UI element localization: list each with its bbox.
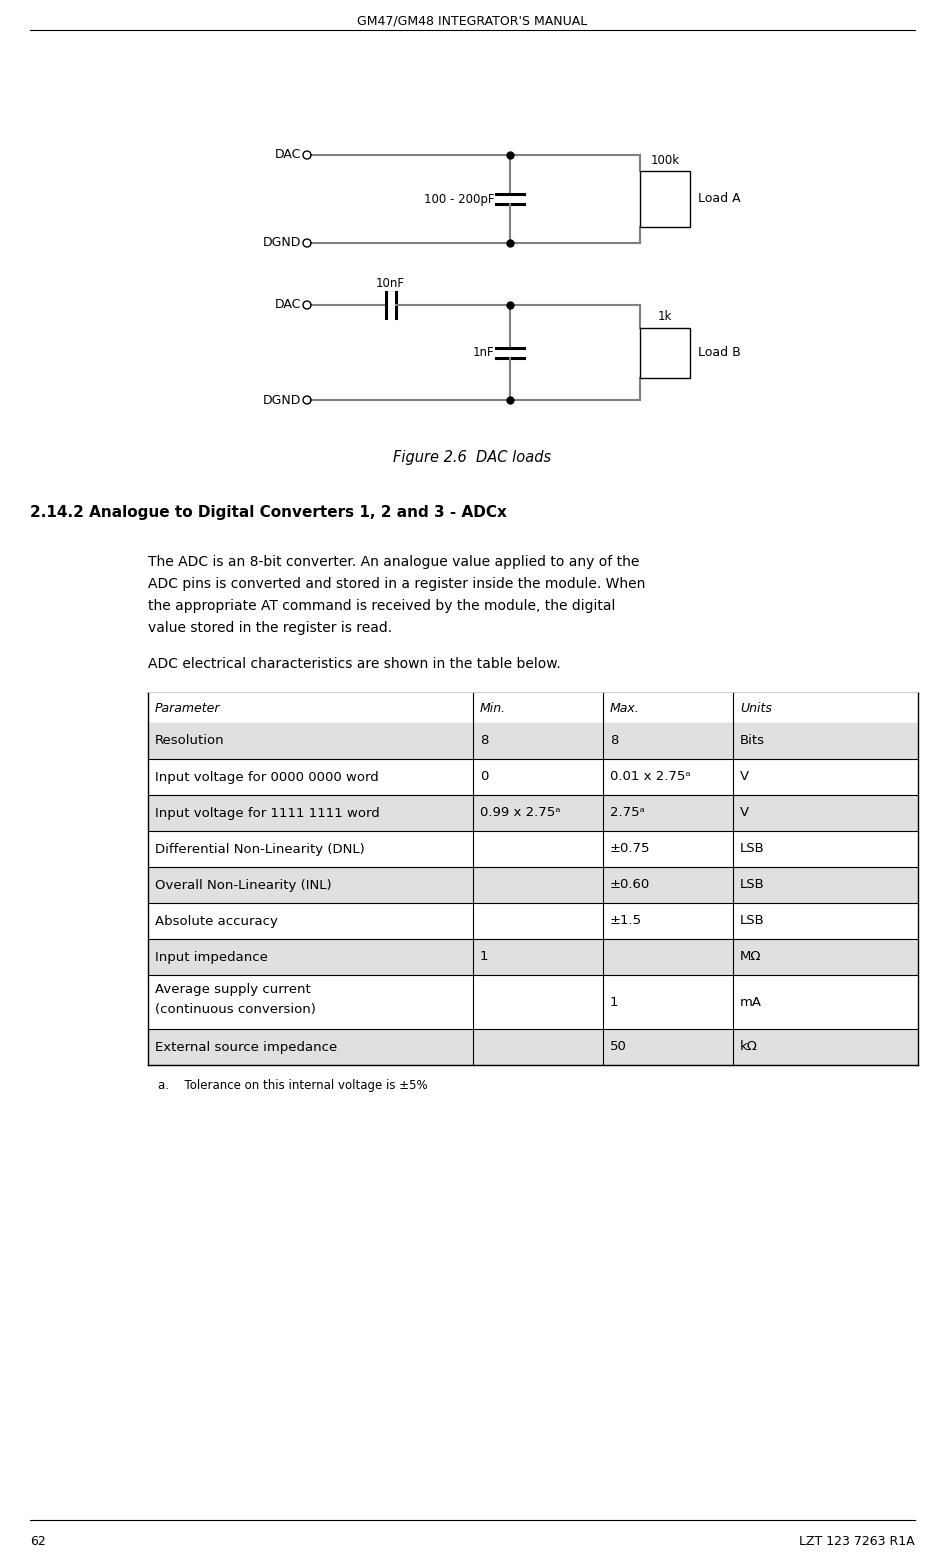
Text: Max.: Max.	[610, 701, 639, 714]
Text: ADC electrical characteristics are shown in the table below.: ADC electrical characteristics are shown…	[148, 658, 560, 672]
Text: The ADC is an 8-bit converter. An analogue value applied to any of the: The ADC is an 8-bit converter. An analog…	[148, 555, 639, 569]
Text: 1: 1	[480, 951, 488, 964]
Text: MΩ: MΩ	[739, 951, 761, 964]
Text: DAC: DAC	[275, 298, 301, 311]
Text: GM47/GM48 INTEGRATOR'S MANUAL: GM47/GM48 INTEGRATOR'S MANUAL	[357, 16, 586, 28]
Text: ±0.60: ±0.60	[610, 878, 649, 892]
Text: 2.14.2 Analogue to Digital Converters 1, 2 and 3 - ADCx: 2.14.2 Analogue to Digital Converters 1,…	[30, 505, 506, 520]
Text: DGND: DGND	[262, 236, 301, 250]
Bar	[148, 831, 917, 867]
Bar	[148, 903, 917, 939]
Text: 1: 1	[610, 995, 617, 1009]
Text: 100k: 100k	[649, 155, 679, 167]
Text: Absolute accuracy: Absolute accuracy	[155, 914, 278, 928]
Text: Average supply current: Average supply current	[155, 982, 311, 997]
Text: Input voltage for 0000 0000 word: Input voltage for 0000 0000 word	[155, 770, 379, 784]
Text: Overall Non-Linearity (INL): Overall Non-Linearity (INL)	[155, 878, 331, 892]
Text: V: V	[739, 806, 749, 820]
Text: LZT 123 7263 R1A: LZT 123 7263 R1A	[799, 1535, 914, 1548]
Text: 2.75ᵃ: 2.75ᵃ	[610, 806, 644, 820]
Text: (continuous conversion): (continuous conversion)	[155, 1003, 315, 1015]
Text: Min.: Min.	[480, 701, 506, 714]
Text: ADC pins is converted and stored in a register inside the module. When: ADC pins is converted and stored in a re…	[148, 576, 645, 590]
Bar	[148, 975, 917, 1029]
Text: mA: mA	[739, 995, 761, 1009]
Text: Resolution: Resolution	[155, 734, 225, 748]
Bar	[148, 939, 917, 975]
Bar	[148, 1029, 917, 1065]
Text: the appropriate AT command is received by the module, the digital: the appropriate AT command is received b…	[148, 598, 615, 612]
Text: ±1.5: ±1.5	[610, 914, 641, 928]
Text: LSB: LSB	[739, 878, 764, 892]
Bar	[148, 723, 917, 759]
Text: a.  Tolerance on this internal voltage is ±5%: a. Tolerance on this internal voltage is…	[158, 1079, 428, 1092]
Text: 100 - 200pF: 100 - 200pF	[423, 192, 494, 206]
Text: 8: 8	[480, 734, 488, 748]
Text: Parameter: Parameter	[155, 701, 220, 714]
Bar	[148, 795, 917, 831]
Text: value stored in the register is read.: value stored in the register is read.	[148, 622, 392, 636]
Text: DGND: DGND	[262, 394, 301, 406]
Text: 8: 8	[610, 734, 617, 748]
Text: Units: Units	[739, 701, 771, 714]
Text: Bits: Bits	[739, 734, 765, 748]
Text: Load B: Load B	[698, 347, 740, 359]
Bar	[639, 170, 689, 226]
Text: ±0.75: ±0.75	[610, 842, 649, 856]
Text: 62: 62	[30, 1535, 45, 1548]
Bar	[639, 328, 689, 378]
Text: 0.01 x 2.75ᵃ: 0.01 x 2.75ᵃ	[610, 770, 690, 784]
Bar	[148, 694, 917, 723]
Text: Figure 2.6  DAC loads: Figure 2.6 DAC loads	[393, 450, 550, 465]
Text: 0.99 x 2.75ᵃ: 0.99 x 2.75ᵃ	[480, 806, 560, 820]
Text: External source impedance: External source impedance	[155, 1040, 337, 1053]
Text: LSB: LSB	[739, 914, 764, 928]
Text: kΩ: kΩ	[739, 1040, 757, 1053]
Text: V: V	[739, 770, 749, 784]
Text: 1nF: 1nF	[472, 347, 494, 359]
Text: 0: 0	[480, 770, 488, 784]
Text: Differential Non-Linearity (DNL): Differential Non-Linearity (DNL)	[155, 842, 364, 856]
Text: DAC: DAC	[275, 148, 301, 161]
Text: 1k: 1k	[657, 311, 671, 323]
Bar	[148, 759, 917, 795]
Text: Input impedance: Input impedance	[155, 951, 267, 964]
Text: Load A: Load A	[698, 192, 740, 206]
Text: 10nF: 10nF	[376, 276, 405, 291]
Bar	[148, 867, 917, 903]
Text: 50: 50	[610, 1040, 626, 1053]
Text: LSB: LSB	[739, 842, 764, 856]
Text: Input voltage for 1111 1111 word: Input voltage for 1111 1111 word	[155, 806, 379, 820]
